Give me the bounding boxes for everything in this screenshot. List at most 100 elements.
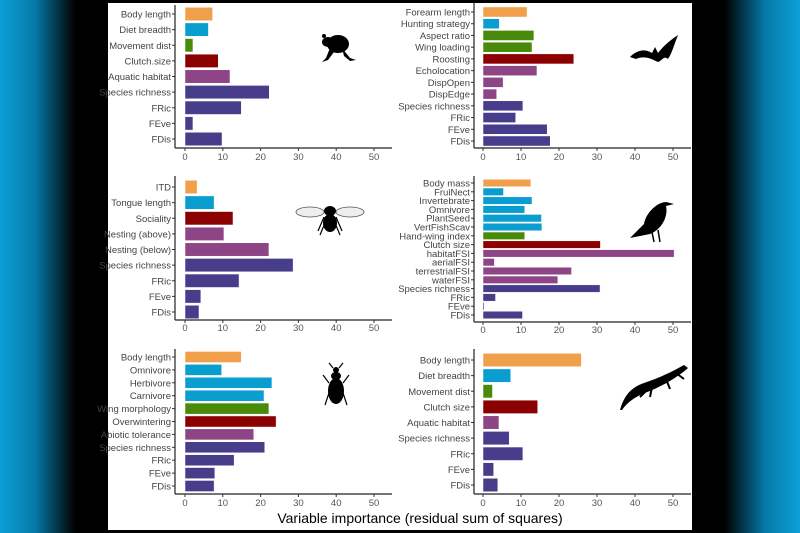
bar <box>482 18 500 30</box>
bar <box>482 88 497 100</box>
lizard-silhouette-icon <box>620 365 688 410</box>
bar <box>184 116 194 131</box>
x-tick-label: 20 <box>255 498 266 509</box>
bar <box>482 384 493 399</box>
bar <box>184 454 235 466</box>
bar <box>482 214 542 223</box>
y-tick-label: FEve <box>448 125 470 136</box>
bar <box>184 415 277 428</box>
bar <box>184 428 255 441</box>
bar <box>184 7 213 21</box>
x-tick-label: 20 <box>255 323 266 334</box>
y-tick-label: Overwintering <box>112 417 171 428</box>
y-tick-label: Aspect ratio <box>420 31 470 42</box>
y-tick-label: Aquatic habitat <box>108 72 171 83</box>
x-tick-label: 20 <box>554 498 565 509</box>
bar <box>482 77 504 88</box>
y-tick-label: Diet breadth <box>418 371 470 382</box>
x-tick-label: 0 <box>182 152 187 163</box>
bar <box>184 351 242 363</box>
bar <box>482 196 533 205</box>
bar <box>184 85 270 100</box>
y-tick-label: DispOpen <box>428 78 470 89</box>
x-tick-label: 0 <box>480 325 485 336</box>
y-tick-label: Carnivore <box>130 391 171 402</box>
bar <box>482 399 538 414</box>
bar <box>184 180 198 194</box>
bar <box>482 112 516 123</box>
bar <box>184 22 209 37</box>
y-tick-label: Tongue length <box>111 198 171 209</box>
bar <box>184 258 294 273</box>
bar <box>482 462 494 477</box>
bar <box>482 446 524 461</box>
bar <box>482 266 572 276</box>
y-tick-label: FDis <box>151 482 171 493</box>
x-tick-label: 20 <box>554 152 565 163</box>
bar <box>184 480 215 492</box>
x-tick-label: 40 <box>331 323 342 334</box>
bar <box>184 305 200 319</box>
bar <box>482 415 500 430</box>
bar <box>482 478 499 492</box>
y-tick-label: Wing loading <box>415 43 470 54</box>
y-tick-label: Species richness <box>398 284 470 295</box>
bar <box>184 132 223 146</box>
y-tick-label: FDis <box>450 137 470 148</box>
x-tick-label: 30 <box>592 325 603 336</box>
y-tick-label: Invertebrate <box>419 196 470 207</box>
y-tick-label: Body length <box>420 356 470 367</box>
y-tick-label: Species richness <box>398 101 470 112</box>
x-tick-label: 40 <box>630 325 641 336</box>
y-tick-label: aerialFSI <box>432 258 470 269</box>
y-tick-label: Nesting (above) <box>104 229 171 240</box>
x-tick-label: 40 <box>331 152 342 163</box>
bar <box>482 222 543 232</box>
y-tick-label: FEve <box>149 469 171 480</box>
y-tick-label: FRic <box>450 293 470 304</box>
bat-silhouette-icon <box>630 35 678 62</box>
y-tick-label: Forearm length <box>406 8 470 19</box>
y-tick-label: Movement dist <box>408 387 470 398</box>
x-tick-label: 50 <box>369 498 380 509</box>
bar <box>184 289 202 304</box>
x-tick-label: 50 <box>369 152 380 163</box>
x-axis-title: Variable importance (residual sum of squ… <box>277 510 562 526</box>
panel-1: Body length Diet breadth Movement dist Clut… <box>99 5 392 163</box>
y-tick-label: FRic <box>151 276 171 287</box>
x-tick-label: 20 <box>554 325 565 336</box>
x-tick-label: 10 <box>516 325 527 336</box>
y-tick-label: PlantSeed <box>426 214 470 225</box>
y-tick-label: Body length <box>121 10 171 21</box>
x-tick-label: 50 <box>668 498 679 509</box>
y-tick-label: Echolocation <box>416 66 470 77</box>
y-tick-label: Species richness <box>398 434 470 445</box>
y-tick-label: Aquatic habitat <box>407 418 470 429</box>
bar <box>184 69 231 84</box>
y-tick-label: FEve <box>448 465 470 476</box>
bar <box>482 240 601 249</box>
x-tick-label: 40 <box>331 498 342 509</box>
bar <box>184 402 270 415</box>
y-tick-label: FEve <box>149 119 171 130</box>
bar <box>482 231 526 240</box>
beetle-silhouette-icon <box>322 362 350 406</box>
panels: Body length Diet breadth Movement dist Clut… <box>97 3 691 509</box>
y-tick-label: Omnivore <box>130 365 171 376</box>
x-tick-label: 30 <box>293 498 304 509</box>
bar <box>184 389 265 402</box>
bar <box>482 178 532 188</box>
bar <box>184 441 266 454</box>
y-tick-label: Clutch.size <box>125 56 171 67</box>
bar <box>482 205 526 214</box>
x-tick-label: 30 <box>293 152 304 163</box>
bar <box>184 38 194 53</box>
y-tick-label: FRic <box>151 103 171 114</box>
x-tick-label: 10 <box>218 498 229 509</box>
y-tick-label: waterFSI <box>431 275 470 286</box>
y-tick-label: Species richness <box>99 88 171 99</box>
x-tick-label: 0 <box>480 498 485 509</box>
bar <box>482 293 496 302</box>
